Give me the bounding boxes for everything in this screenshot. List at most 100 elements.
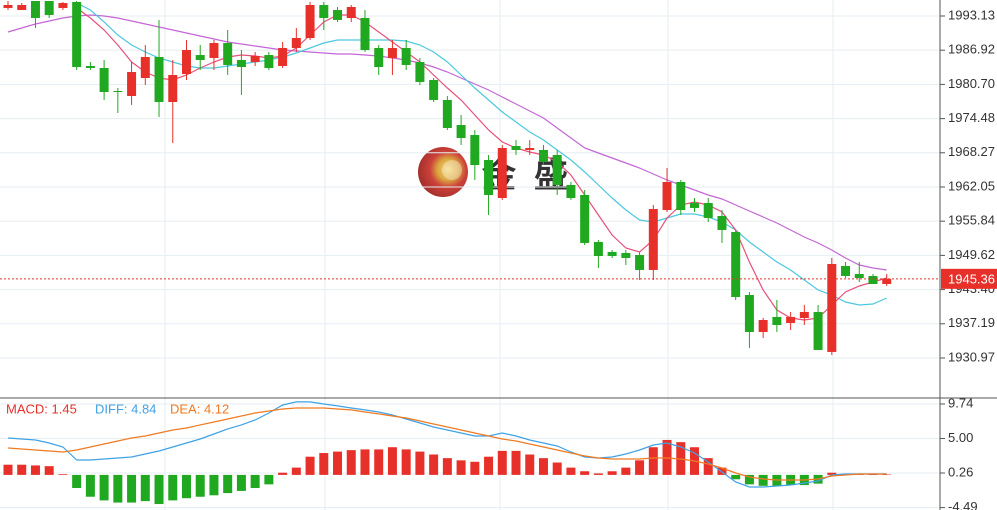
- candle-body: [854, 273, 864, 279]
- macd-bar: [374, 449, 384, 475]
- candle-body: [593, 241, 603, 256]
- candle-body: [387, 47, 397, 58]
- candle-body: [470, 135, 480, 165]
- macd-bar: [731, 474, 741, 480]
- candle-body: [511, 146, 521, 150]
- candle-body: [813, 312, 823, 350]
- macd-bar: [85, 474, 95, 497]
- candle-body: [456, 125, 466, 138]
- macd-bar: [72, 474, 82, 489]
- y-tick-label: 1949.62: [948, 247, 995, 262]
- moving-average-line: [7, 14, 887, 271]
- candle-body: [72, 1, 82, 68]
- price-panel: [0, 0, 940, 359]
- candle-body: [525, 147, 535, 150]
- y-tick-label: 1962.05: [948, 178, 995, 193]
- labels: 1993.13 1986.92 1980.70 1974.48 1968.27 1962.…: [6, 7, 997, 510]
- macd-bar: [635, 460, 645, 475]
- candle-body: [305, 5, 315, 39]
- macd-bar: [429, 454, 439, 475]
- y-tick-label: 1980.70: [948, 76, 995, 91]
- macd-bar: [250, 474, 260, 489]
- watermark: 金盛: [418, 147, 568, 197]
- y-tick-label: 9.74: [948, 395, 973, 410]
- macd-bar: [319, 453, 329, 475]
- logo: [418, 147, 468, 197]
- candle-body: [415, 62, 425, 82]
- macd-bar: [868, 474, 878, 476]
- macd-bar: [333, 451, 343, 475]
- last-price-label: 1945.36: [948, 271, 995, 286]
- macd-bar: [278, 472, 288, 475]
- macd-bar: [127, 474, 137, 503]
- macd-bar: [621, 467, 631, 475]
- candle-body: [552, 154, 562, 185]
- candle-body: [360, 17, 370, 51]
- macd-bar: [195, 474, 205, 497]
- macd-bar: [538, 458, 548, 475]
- macd-bar: [17, 464, 27, 475]
- logo-highlight: [442, 160, 462, 180]
- macd-bar: [470, 461, 480, 475]
- macd-bar: [648, 447, 658, 475]
- candle-body: [17, 5, 27, 11]
- y-tick-label: 1955.84: [948, 213, 995, 228]
- y-tick-label: 1974.48: [948, 110, 995, 125]
- y-tick-label: 1937.19: [948, 315, 995, 330]
- macd-bar: [456, 460, 466, 475]
- candle-body: [181, 50, 191, 74]
- candle-body: [676, 181, 686, 211]
- candle-body: [168, 74, 178, 103]
- macd-bar: [387, 447, 397, 475]
- candle-body: [291, 38, 301, 48]
- candle-body: [648, 209, 658, 270]
- macd-bar: [566, 467, 576, 475]
- candle-body: [346, 6, 356, 18]
- candle-body: [99, 68, 109, 92]
- candle-body: [319, 5, 329, 18]
- candle-body: [690, 203, 699, 208]
- macd-bar: [3, 464, 13, 475]
- macd-bar: [264, 474, 274, 485]
- moving-average-line: [76, 7, 887, 321]
- candle-body: [209, 43, 219, 58]
- candle-body: [607, 251, 617, 256]
- candle-body: [621, 252, 631, 258]
- y-tick-label: 1993.13: [948, 7, 995, 22]
- candle-body: [30, 0, 40, 18]
- candle-body: [882, 278, 892, 285]
- macd-bar: [236, 474, 246, 491]
- macd-bar: [291, 467, 301, 475]
- last-price-box: [941, 268, 997, 289]
- candle-body: [44, 0, 54, 16]
- macd-bar: [854, 474, 864, 475]
- candle-body: [250, 56, 260, 63]
- macd-bar: [209, 474, 219, 496]
- candle-body: [758, 319, 768, 332]
- candle-body: [841, 266, 851, 276]
- y-tick-label: 1986.92: [948, 42, 995, 57]
- macd-bar: [593, 473, 603, 475]
- macd-bar: [401, 449, 411, 475]
- candle-body: [484, 159, 494, 195]
- macd-bar: [360, 449, 370, 475]
- macd-line: [7, 401, 887, 488]
- candle-body: [442, 99, 452, 128]
- candle-body: [58, 3, 68, 8]
- y-tick-label: 1968.27: [948, 144, 995, 159]
- macd-bar: [140, 474, 150, 502]
- candle-body: [278, 47, 288, 67]
- macd-bar: [525, 454, 535, 475]
- macd-bar: [703, 458, 713, 475]
- candle-body: [827, 263, 837, 352]
- candle-body: [127, 72, 137, 97]
- macd-bar: [484, 456, 494, 475]
- y-tick-label: 1930.97: [948, 349, 995, 364]
- candle-body: [333, 10, 343, 20]
- candle-body: [717, 216, 727, 230]
- macd-bar: [552, 462, 562, 475]
- macd-bar: [30, 465, 40, 475]
- macd-bar: [181, 474, 191, 499]
- candle-body: [140, 56, 150, 79]
